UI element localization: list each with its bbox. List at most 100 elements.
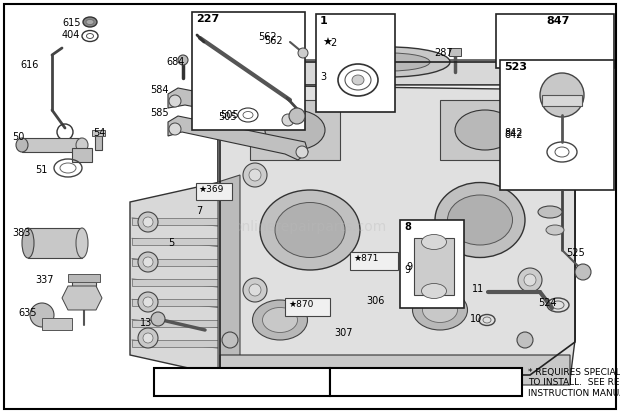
Circle shape: [151, 312, 165, 326]
Circle shape: [143, 297, 153, 307]
Text: 1019 LABEL KIT: 1019 LABEL KIT: [193, 377, 291, 387]
Ellipse shape: [350, 53, 430, 71]
Text: 10: 10: [470, 314, 482, 324]
Text: 7: 7: [196, 206, 202, 216]
Text: 307: 307: [334, 328, 353, 338]
Circle shape: [524, 159, 536, 171]
Ellipse shape: [16, 138, 28, 152]
Text: 54: 54: [93, 128, 105, 138]
Circle shape: [289, 108, 305, 124]
Text: 585: 585: [150, 108, 169, 118]
Bar: [542, 95, 582, 106]
Circle shape: [143, 257, 153, 267]
Text: 13: 13: [140, 318, 153, 328]
Bar: [154, 368, 330, 396]
Circle shape: [243, 163, 267, 187]
Text: 525: 525: [566, 248, 585, 258]
Text: 1: 1: [320, 16, 328, 26]
Bar: [192, 12, 305, 130]
Ellipse shape: [22, 228, 34, 258]
Polygon shape: [218, 175, 240, 375]
Ellipse shape: [83, 17, 97, 27]
Text: ★870: ★870: [288, 300, 313, 309]
Circle shape: [524, 274, 536, 286]
Ellipse shape: [455, 110, 515, 150]
Text: 684: 684: [166, 57, 184, 67]
Circle shape: [575, 264, 591, 280]
Text: 635: 635: [18, 308, 37, 318]
Circle shape: [143, 333, 153, 343]
Bar: [72, 278, 96, 298]
Polygon shape: [168, 88, 295, 128]
Bar: [196, 183, 232, 200]
Circle shape: [169, 95, 181, 107]
Bar: [92, 130, 105, 136]
Text: * REQUIRES SPECIAL TOOLS
TO INSTALL.  SEE REPAIR
INSTRUCTION MANUAL.: * REQUIRES SPECIAL TOOLS TO INSTALL. SEE…: [528, 368, 620, 398]
Circle shape: [517, 332, 533, 348]
Polygon shape: [62, 286, 102, 310]
Circle shape: [249, 284, 261, 296]
Ellipse shape: [265, 110, 325, 150]
Text: 306: 306: [366, 296, 384, 306]
Bar: [132, 238, 218, 245]
Ellipse shape: [546, 225, 564, 235]
Text: 8: 8: [404, 222, 411, 232]
Text: 584: 584: [150, 85, 169, 95]
Text: 615: 615: [62, 18, 81, 28]
Circle shape: [138, 212, 158, 232]
Bar: [496, 14, 614, 68]
Circle shape: [169, 123, 181, 135]
Circle shape: [282, 114, 294, 126]
Text: 50: 50: [12, 132, 24, 142]
Circle shape: [243, 278, 267, 302]
Polygon shape: [218, 85, 575, 380]
Text: 337: 337: [35, 275, 53, 285]
Text: ★871: ★871: [353, 254, 378, 263]
Circle shape: [540, 73, 584, 117]
Circle shape: [296, 146, 308, 158]
Bar: [132, 218, 218, 225]
Bar: [42, 318, 72, 330]
Circle shape: [138, 292, 158, 312]
Ellipse shape: [435, 183, 525, 257]
Polygon shape: [220, 355, 570, 385]
Text: 227: 227: [196, 14, 219, 24]
Text: ★369: ★369: [198, 185, 223, 194]
Circle shape: [249, 169, 261, 181]
Ellipse shape: [76, 138, 88, 152]
Polygon shape: [218, 60, 575, 360]
Polygon shape: [218, 60, 570, 85]
Text: 524: 524: [538, 298, 557, 308]
Bar: [350, 252, 398, 270]
Ellipse shape: [76, 228, 88, 258]
Text: 562: 562: [258, 32, 277, 42]
Ellipse shape: [422, 235, 446, 249]
Polygon shape: [168, 116, 308, 160]
Bar: [440, 100, 530, 160]
Bar: [414, 238, 454, 295]
Text: 383: 383: [12, 228, 30, 238]
Text: 9: 9: [404, 265, 410, 275]
Text: 287: 287: [434, 48, 453, 58]
Bar: [330, 368, 522, 396]
Text: 842: 842: [504, 130, 523, 140]
Bar: [132, 259, 218, 266]
Circle shape: [518, 268, 542, 292]
Ellipse shape: [252, 300, 308, 340]
Text: 51: 51: [35, 165, 47, 175]
Ellipse shape: [352, 75, 364, 85]
Bar: [500, 60, 614, 190]
Circle shape: [298, 48, 308, 58]
Circle shape: [143, 217, 153, 227]
Bar: [68, 274, 100, 282]
Text: 842: 842: [504, 128, 523, 138]
Circle shape: [138, 252, 158, 272]
Ellipse shape: [330, 47, 450, 77]
Bar: [132, 320, 218, 327]
Bar: [250, 100, 340, 160]
Bar: [72, 148, 92, 162]
Text: 2: 2: [330, 38, 336, 48]
Text: onlinerepairparts.com: onlinerepairparts.com: [233, 219, 387, 233]
Circle shape: [30, 303, 54, 327]
Text: 505: 505: [218, 112, 237, 122]
